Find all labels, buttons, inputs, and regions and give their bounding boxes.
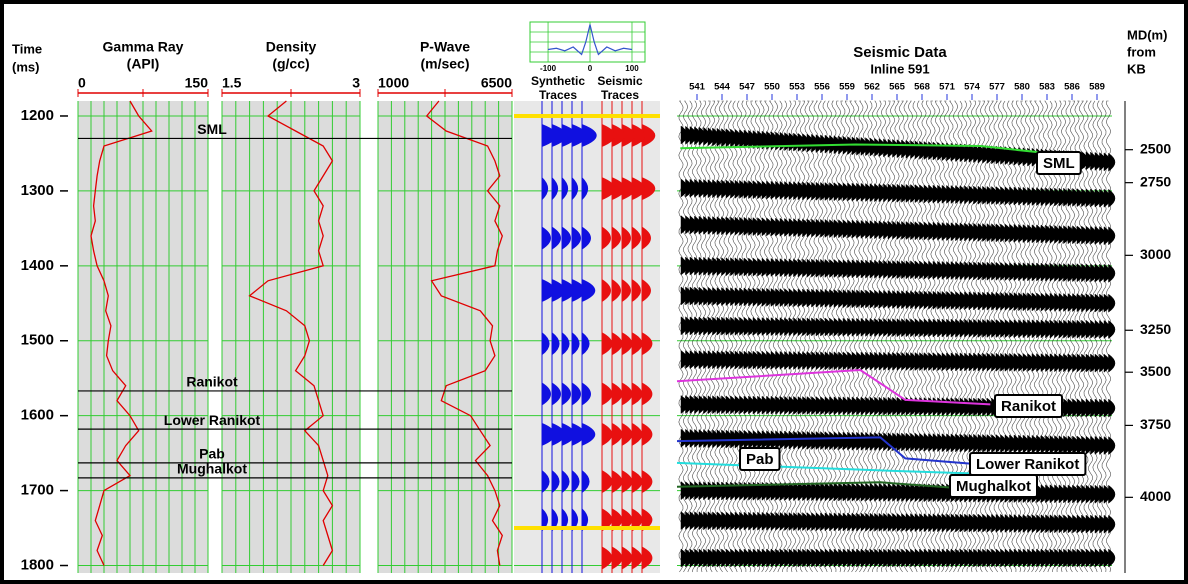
x-tick-label: 568 xyxy=(914,82,930,93)
axis-title: from xyxy=(1127,44,1156,59)
x-tick-label: 556 xyxy=(814,82,830,93)
x-range-min: 1000 xyxy=(378,75,409,91)
horizon-label: Ranikot xyxy=(1001,398,1056,415)
x-tick-label: 589 xyxy=(1089,82,1105,93)
track-unit: (g/cc) xyxy=(272,56,309,72)
x-tick-label: 0 xyxy=(588,64,593,73)
md-tick-label: 3750 xyxy=(1140,416,1171,432)
x-tick-label: 547 xyxy=(739,82,755,93)
x-tick-label: 580 xyxy=(1014,82,1030,93)
y-tick-label: 1600 xyxy=(21,407,54,424)
x-range-min: 0 xyxy=(78,75,86,91)
x-tick-label: 562 xyxy=(864,82,880,93)
md-tick-label: 4000 xyxy=(1140,488,1171,504)
y-tick-label: 1800 xyxy=(21,556,54,573)
x-tick-label: 541 xyxy=(689,82,706,93)
seismic-subtitle: Inline 591 xyxy=(870,61,929,76)
panel-title: Synthetic xyxy=(531,74,585,88)
panel-title: Seismic xyxy=(597,74,643,88)
x-tick-label: 574 xyxy=(964,82,981,93)
horizon-label: Pab xyxy=(746,451,774,468)
md-tick-label: 3500 xyxy=(1140,363,1171,379)
x-tick-label: 550 xyxy=(764,82,780,93)
x-tick-label: 559 xyxy=(839,82,855,93)
horizon-label: Lower Ranikot xyxy=(976,456,1079,473)
y-tick-label: 1700 xyxy=(21,482,54,499)
x-tick-label: 577 xyxy=(989,82,1005,93)
y-tick-label: 1400 xyxy=(21,257,54,274)
panel-title: Traces xyxy=(539,88,577,102)
well-top-label: Pab xyxy=(199,446,225,462)
md-tick-label: 2500 xyxy=(1140,140,1171,156)
track-title: P-Wave xyxy=(420,39,470,55)
x-range-max: 150 xyxy=(185,75,209,91)
well-top-label: SML xyxy=(197,121,227,137)
x-range-max: 6500 xyxy=(481,75,512,91)
y-tick-label: 1200 xyxy=(21,107,54,124)
x-tick-label: 586 xyxy=(1064,82,1080,93)
figure: Time(ms)1200130014001500160017001800Gamm… xyxy=(0,0,1188,584)
track-unit: (m/sec) xyxy=(420,56,469,72)
track-title: Gamma Ray xyxy=(103,39,184,55)
x-tick-label: 583 xyxy=(1039,82,1055,93)
md-tick-label: 3000 xyxy=(1140,246,1171,262)
y-tick-label: 1300 xyxy=(21,182,54,199)
md-tick-label: 3250 xyxy=(1140,321,1171,337)
axis-title: MD(m) xyxy=(1127,27,1167,42)
x-range-max: 3 xyxy=(352,75,360,91)
horizon-label: Mughalkot xyxy=(956,478,1031,495)
x-tick-label: 100 xyxy=(625,64,639,73)
axis-title: KB xyxy=(1127,61,1146,76)
horizon-label: SML xyxy=(1043,155,1075,172)
y-tick-label: 1500 xyxy=(21,332,54,349)
x-tick-label: -100 xyxy=(540,64,557,73)
panel-title: Traces xyxy=(601,88,639,102)
seismic-title: Seismic Data xyxy=(853,44,947,61)
axis-unit: (ms) xyxy=(12,59,39,74)
track-title: Density xyxy=(266,39,317,55)
x-tick-label: 565 xyxy=(889,82,906,93)
x-tick-label: 544 xyxy=(714,82,731,93)
track-unit: (API) xyxy=(127,56,160,72)
x-range-min: 1.5 xyxy=(222,75,242,91)
x-tick-label: 553 xyxy=(789,82,805,93)
well-top-label: Ranikot xyxy=(186,374,238,390)
axis-title: Time xyxy=(12,41,42,56)
x-tick-label: 571 xyxy=(939,82,956,93)
well-top-label: Lower Ranikot xyxy=(164,412,261,428)
reflector xyxy=(681,549,1115,567)
md-tick-label: 2750 xyxy=(1140,173,1171,189)
well-top-label: Mughalkot xyxy=(177,461,247,477)
